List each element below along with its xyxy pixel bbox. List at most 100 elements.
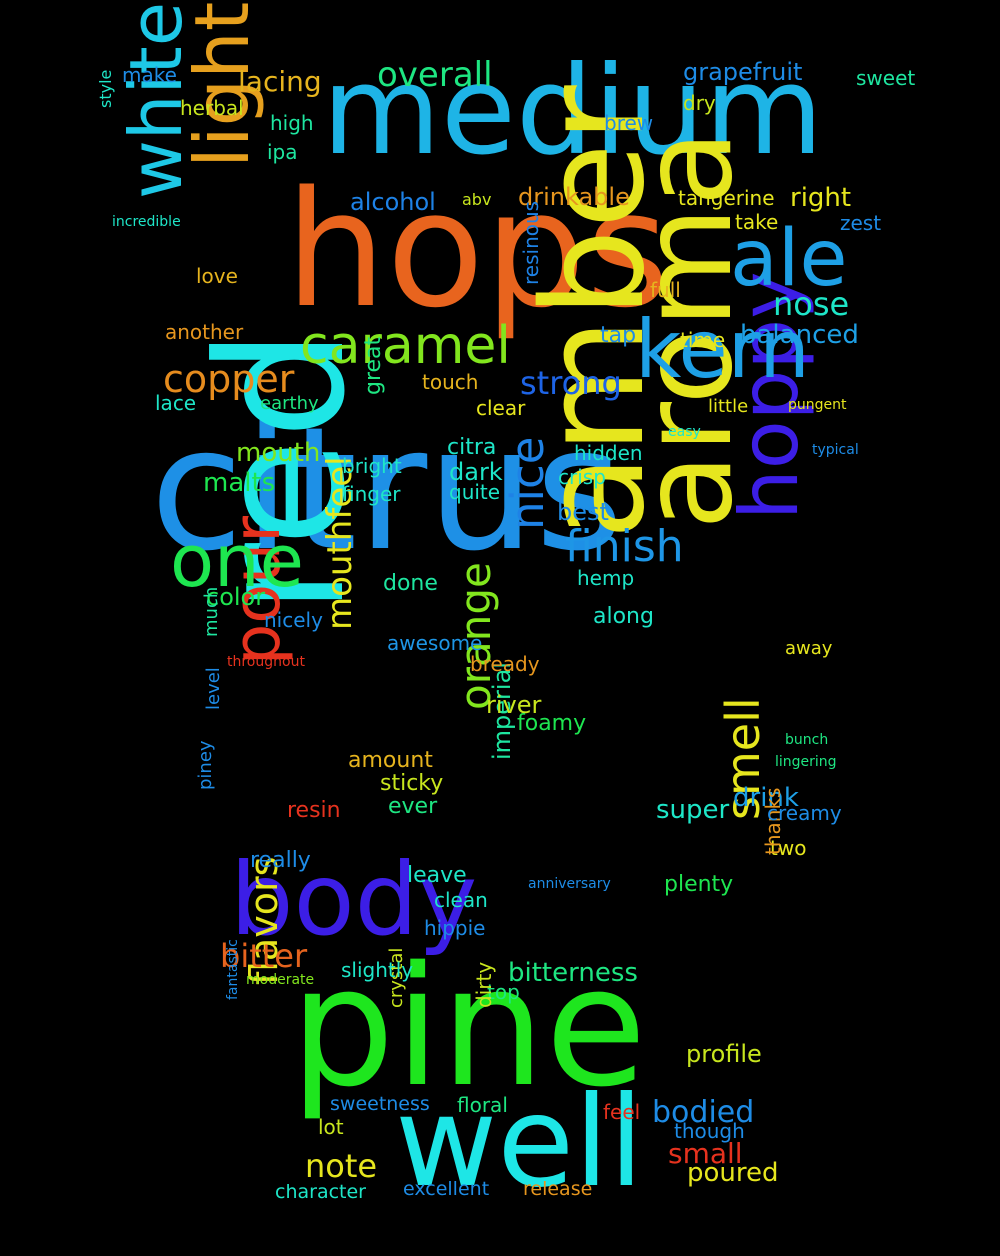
word-really: really (250, 848, 311, 873)
word-full: full (650, 278, 681, 302)
word-lingering: lingering (775, 754, 837, 770)
word-hemp: hemp (577, 566, 635, 590)
word-earthy: earthy (260, 393, 319, 414)
word-ipa: ipa (267, 140, 298, 164)
word-finger: finger (342, 482, 401, 506)
word-note: note (305, 1147, 378, 1185)
word-nice: nice (501, 436, 554, 530)
word-citra: citra (447, 435, 497, 460)
word-amount: amount (348, 748, 433, 773)
word-body: body (230, 841, 478, 958)
word-finish: finish (565, 521, 684, 572)
word-floral: floral (457, 1093, 508, 1117)
word-incredible: incredible (112, 214, 181, 230)
word-nose: nose (773, 285, 850, 323)
word-plenty: plenty (664, 872, 734, 897)
word-well: well (395, 1070, 644, 1215)
word-easy: easy (668, 424, 701, 440)
word-foamy: foamy (517, 711, 587, 736)
word-grapefruit: grapefruit (683, 58, 803, 86)
word-another: another (165, 320, 244, 344)
word-color: color (206, 583, 266, 611)
word-quite: quite (449, 480, 501, 504)
word-high: high (270, 111, 314, 135)
word-little: little (708, 396, 749, 417)
word-clear: clear (476, 396, 526, 420)
word-great: great (361, 336, 386, 395)
word-dark: dark (449, 458, 503, 486)
word-piney: piney (195, 740, 216, 790)
word-bready: bready (470, 652, 540, 676)
word-medium: medium (322, 40, 824, 182)
word-sweet: sweet (856, 66, 916, 90)
word-drinkable: drinkable (518, 183, 630, 211)
word-tangerine: tangerine (678, 186, 775, 210)
word-dry: dry (683, 91, 716, 115)
word-though: though (674, 1119, 745, 1143)
word-bunch: bunch (785, 732, 829, 748)
word-bitterness: bitterness (508, 958, 638, 988)
word-balanced: balanced (740, 320, 859, 350)
word-make: make (122, 63, 177, 87)
word-one: one (170, 519, 304, 603)
word-leave: leave (407, 863, 467, 888)
word-malts: malts (203, 468, 276, 498)
word-profile: profile (686, 1040, 762, 1068)
word-zest: zest (840, 211, 882, 235)
word-excellent: excellent (403, 1178, 490, 1200)
word-citrus: citrus (150, 391, 624, 589)
word-character: character (275, 1181, 366, 1203)
word-bodied: bodied (652, 1095, 755, 1130)
word-resin: resin (287, 798, 341, 823)
word-release: release (523, 1178, 593, 1200)
word-bitter: bitter (220, 937, 308, 975)
word-anniversary: anniversary (528, 876, 611, 892)
word-right: right (790, 183, 852, 213)
word-lace: lace (155, 391, 197, 415)
word-ale: ale (730, 214, 848, 304)
word-ever: ever (388, 794, 438, 819)
word-caramel: caramel (300, 316, 511, 376)
word-lacing: lacing (238, 65, 322, 98)
word-hidden: hidden (574, 441, 643, 465)
word-copper: copper (163, 357, 295, 401)
word-feel: feel (603, 1100, 641, 1124)
word-small: small (668, 1137, 743, 1170)
word-bright: bright (342, 454, 402, 478)
word-crisp: crisp (558, 465, 606, 489)
word-dirty: dirty (472, 961, 496, 1008)
word-touch: touch (422, 370, 479, 394)
word-away: away (785, 638, 833, 659)
word-two: two (770, 836, 807, 860)
word-style: style (96, 69, 115, 108)
word-alcohol: alcohol (350, 188, 436, 216)
word-moderate: moderate (246, 972, 315, 988)
word-mouth: mouth (236, 438, 321, 468)
word-throughout: throughout (227, 654, 305, 670)
word-river: river (486, 691, 542, 719)
word-resinous: resinous (519, 200, 543, 285)
word-hippie: hippie (424, 916, 486, 940)
word-best: best (557, 498, 609, 526)
word-sweetness: sweetness (330, 1093, 430, 1115)
word-awesome: awesome (387, 631, 483, 655)
word-drink: drink (733, 783, 799, 813)
word-typical: typical (812, 442, 859, 458)
word-super: super (656, 795, 730, 825)
word-slightly: slightly (341, 958, 414, 982)
word-herbal: herbal (180, 96, 244, 120)
word-brew: brew (604, 111, 654, 135)
word-time: time (680, 328, 726, 352)
word-creamy: creamy (767, 801, 842, 825)
word-overall: overall (377, 55, 493, 95)
word-take: take (735, 210, 779, 234)
word-hops: hops (285, 156, 670, 343)
word-clean: clean (434, 888, 488, 912)
word-pine: pine (290, 931, 647, 1123)
word-poured: poured (687, 1158, 779, 1188)
word-lot: lot (318, 1115, 344, 1139)
word-level: level (203, 667, 224, 710)
word-love: love (196, 264, 238, 288)
word-much: much (201, 586, 222, 637)
